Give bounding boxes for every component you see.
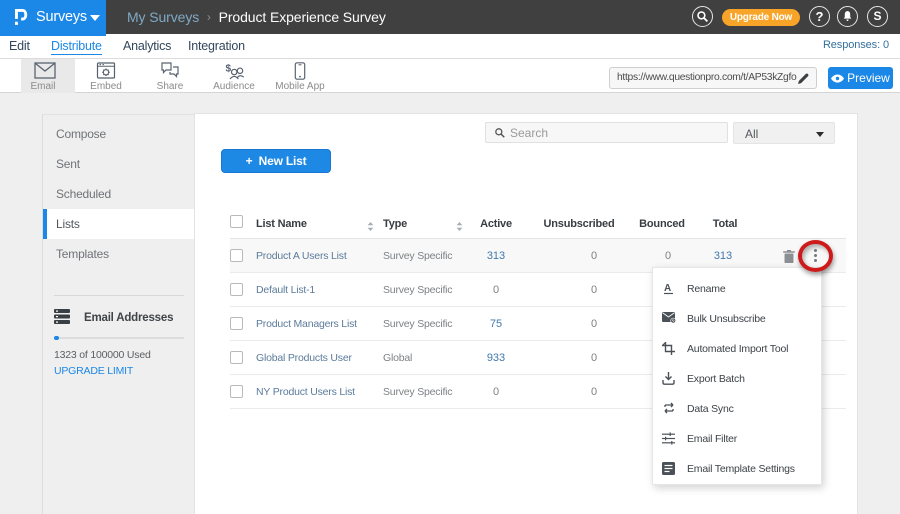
svg-text:A: A: [664, 283, 671, 294]
svg-text:$: $: [226, 64, 232, 75]
